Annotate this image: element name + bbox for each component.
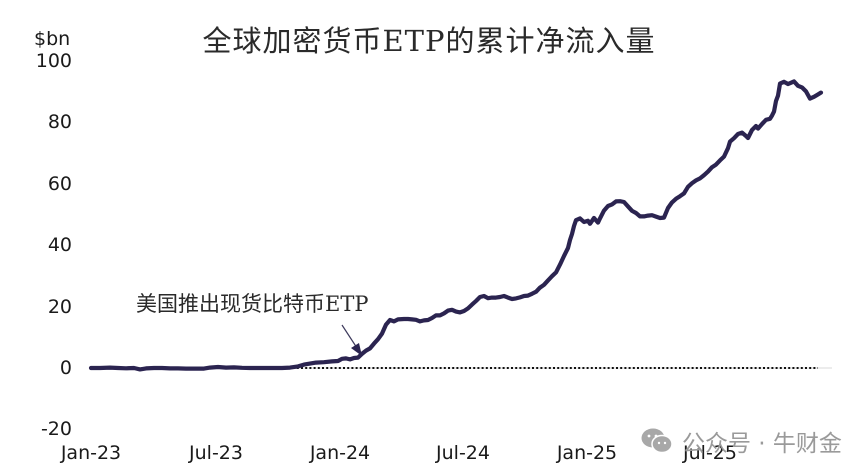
y-tick-label: 40 [47,234,72,256]
y-axis-unit-label: $bn [34,28,71,50]
wechat-icon [641,428,673,454]
watermark-text: 公众号 · 牛财金 [682,431,842,457]
chart-title: 全球加密货币ETP的累计净流入量 [202,24,656,58]
annotation-label: 美国推出现货比特币ETP [136,292,369,316]
annotation-arrow-shaft [341,324,358,349]
y-tick-label: 60 [47,173,72,195]
y-tick-label: 100 [35,50,72,72]
annotation-arrow-head-icon [351,343,362,356]
x-tick-label: Jul-24 [436,442,490,464]
y-tick-label: 20 [47,296,72,318]
x-tick-label: Jan-24 [309,442,371,464]
y-tick-label: 0 [59,357,72,379]
x-tick-label: Jul-25 [683,442,737,464]
y-tick-label: 80 [47,111,72,133]
y-tick-label: -20 [40,418,72,440]
x-tick-label: Jul-23 [189,442,243,464]
x-tick-label: Jan-23 [60,442,122,464]
x-tick-label: Jan-25 [556,442,618,464]
watermark: 公众号 · 牛财金 [640,424,842,458]
cumulative-flows-line [88,79,824,372]
